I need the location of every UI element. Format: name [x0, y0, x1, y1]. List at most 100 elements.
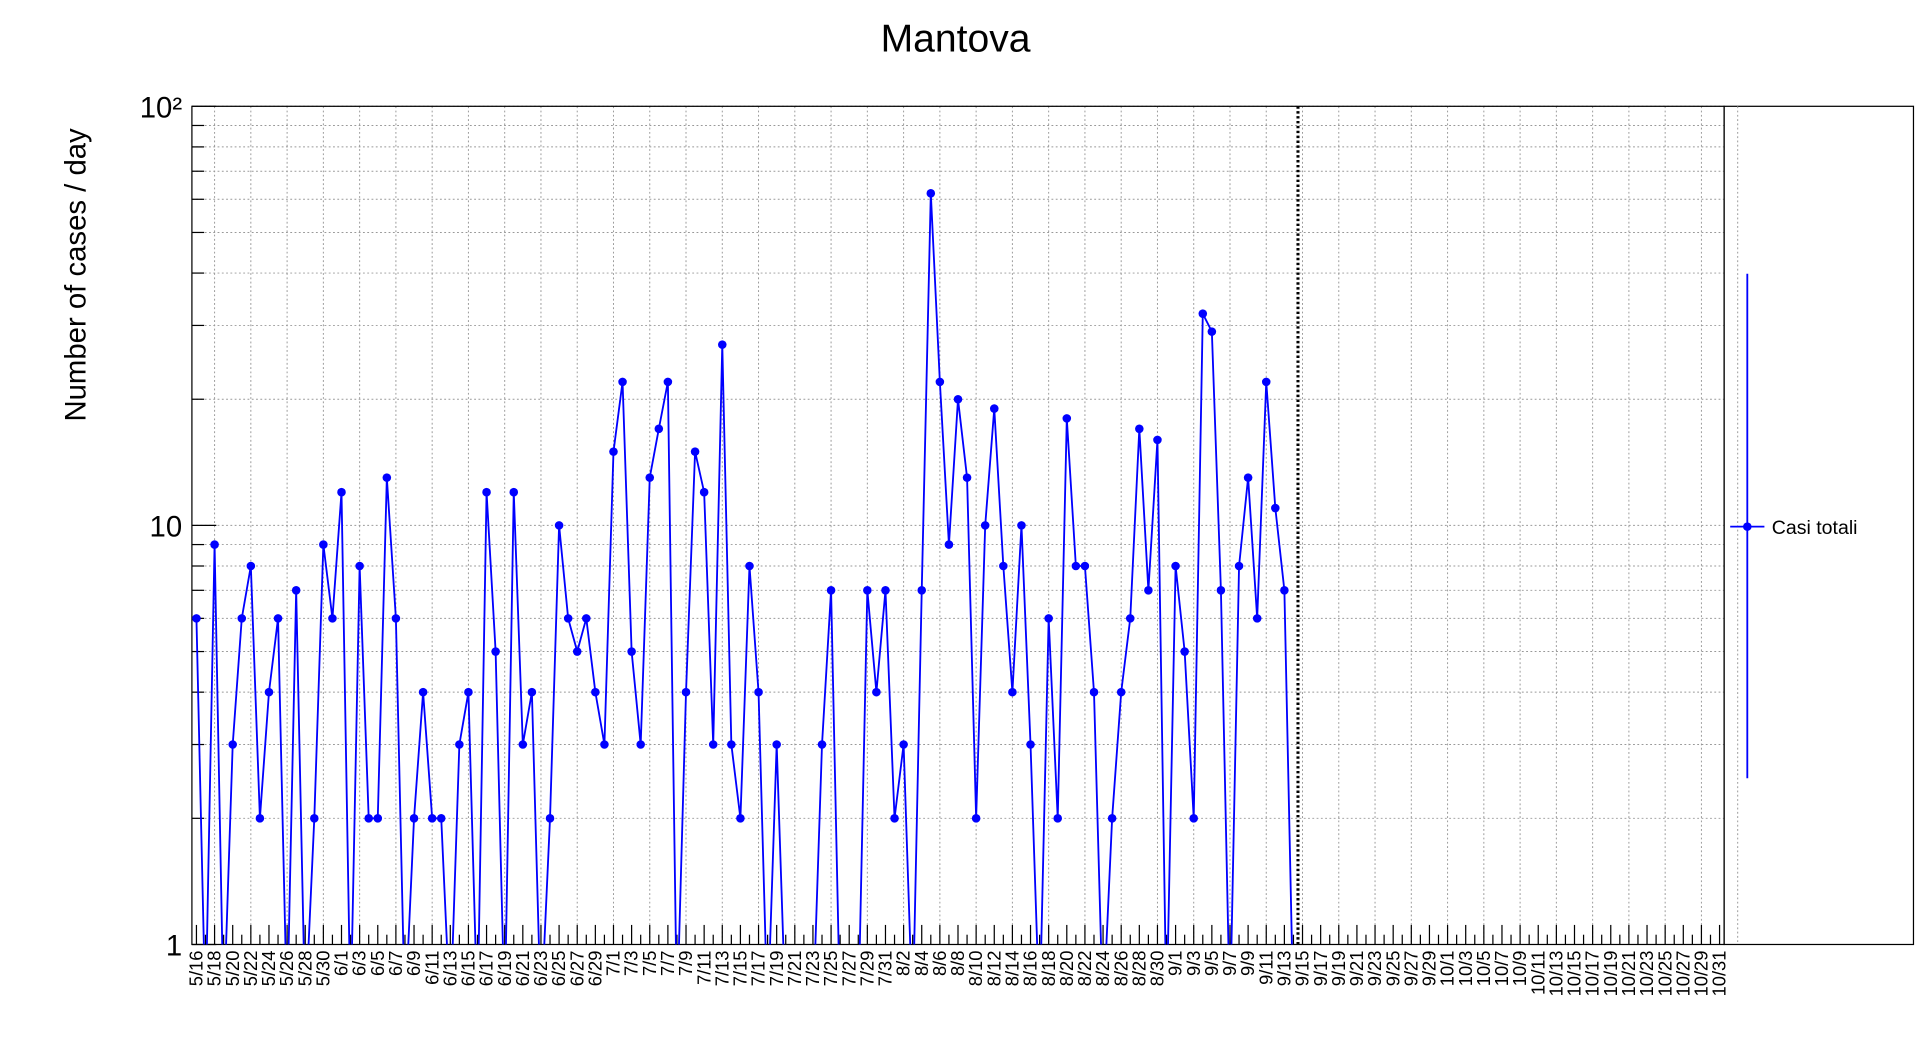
x-tick-label: 9/29	[1419, 951, 1440, 987]
data-point	[328, 614, 337, 623]
data-point	[273, 614, 283, 623]
x-tick-label: 7/7	[657, 951, 678, 976]
data-point	[1080, 561, 1090, 571]
x-tick-label: 8/8	[947, 951, 968, 976]
data-point	[482, 487, 491, 497]
data-point	[1216, 586, 1226, 595]
x-tick-label: 9/3	[1183, 951, 1204, 976]
data-point	[917, 586, 927, 595]
x-tick-label: 7/5	[639, 951, 660, 976]
data-point	[1135, 424, 1144, 434]
data-point	[1189, 814, 1198, 823]
data-point	[754, 687, 763, 697]
x-tick-label: 8/2	[893, 951, 914, 976]
data-point	[237, 614, 247, 623]
legend-marker	[1743, 522, 1752, 531]
x-tick-label: 10/9	[1509, 951, 1530, 987]
data-point	[654, 424, 664, 434]
x-tick-label: 7/3	[621, 951, 642, 976]
data-point	[455, 740, 464, 749]
x-tick-label: 8/14	[1002, 951, 1023, 987]
data-point	[1008, 687, 1017, 697]
x-tick-label: 10/31	[1709, 951, 1730, 997]
x-tick-label: 7/19	[766, 951, 787, 987]
data-point	[772, 740, 781, 749]
data-point	[1171, 561, 1180, 571]
data-point	[1153, 435, 1162, 445]
data-point	[464, 687, 473, 697]
x-tick-label: 6/11	[421, 951, 442, 985]
data-point	[1243, 473, 1253, 482]
x-tick-label: 9/9	[1237, 951, 1258, 976]
data-point	[545, 814, 555, 823]
x-tick-label: 6/29	[584, 951, 605, 987]
data-point	[1089, 687, 1099, 697]
data-point	[1207, 327, 1217, 336]
x-tick-label: 6/21	[512, 951, 533, 987]
data-point	[618, 377, 627, 387]
x-tick-label: 8/4	[911, 951, 932, 976]
x-tick-label: 5/22	[240, 951, 261, 987]
x-tick-label: 8/12	[983, 951, 1004, 987]
data-point	[609, 447, 618, 456]
data-point	[582, 614, 591, 623]
data-point	[1062, 414, 1072, 423]
data-point	[1144, 586, 1153, 595]
x-tick-label: 6/13	[439, 951, 460, 987]
x-tick-label: 8/22	[1074, 951, 1095, 987]
data-point	[373, 814, 383, 823]
data-point	[663, 377, 673, 387]
data-point	[355, 561, 364, 571]
data-point	[971, 814, 981, 823]
data-point	[391, 614, 401, 623]
x-tick-label: 8/6	[929, 951, 950, 976]
data-point	[681, 687, 691, 697]
data-point	[727, 740, 736, 749]
series-line	[195, 193, 1293, 945]
data-point	[563, 614, 573, 623]
data-point	[591, 687, 600, 697]
data-point	[953, 394, 963, 404]
data-point	[1234, 561, 1244, 571]
x-tick-label: 9/17	[1310, 951, 1331, 987]
data-point	[554, 521, 564, 530]
x-tick-label: 6/3	[349, 951, 370, 976]
x-tick-label: 6/5	[367, 951, 388, 976]
x-tick-label: 7/21	[784, 951, 805, 987]
data-point	[863, 586, 872, 595]
x-tick-label: 10/29	[1691, 951, 1712, 997]
x-tick-label: 8/16	[1020, 951, 1041, 987]
data-point	[1125, 614, 1135, 623]
data-point	[899, 740, 908, 749]
x-tick-label: 6/23	[530, 951, 551, 987]
data-point	[935, 377, 945, 387]
x-tick-label: 6/15	[458, 951, 479, 987]
data-point	[491, 647, 500, 656]
x-tick-label: 7/31	[875, 951, 896, 987]
y-tick-label: 1	[166, 929, 182, 962]
x-tick-label: 9/11	[1255, 951, 1276, 985]
x-tick-label: 9/15	[1292, 951, 1313, 987]
data-point	[627, 647, 636, 656]
x-tick-label: 6/25	[548, 951, 569, 987]
data-point	[718, 340, 727, 349]
x-tick-label: 9/5	[1201, 951, 1222, 976]
x-tick-label: 7/9	[675, 951, 696, 976]
data-point	[228, 740, 237, 749]
x-tick-label: 6/1	[331, 951, 352, 976]
data-point	[1261, 377, 1271, 387]
data-point	[926, 189, 936, 198]
x-tick-label: 9/7	[1219, 951, 1240, 976]
data-point	[1116, 687, 1126, 697]
x-tick-label: 6/17	[476, 951, 497, 987]
data-point	[999, 561, 1008, 571]
data-point	[1280, 586, 1289, 595]
data-point	[255, 814, 265, 823]
x-tick-label: 10/25	[1654, 951, 1675, 997]
data-point	[518, 740, 528, 749]
data-point	[310, 814, 319, 823]
x-tick-label: 7/15	[730, 951, 751, 987]
data-point	[745, 561, 754, 571]
x-tick-label: 5/16	[186, 951, 207, 987]
series-group	[192, 189, 1293, 945]
